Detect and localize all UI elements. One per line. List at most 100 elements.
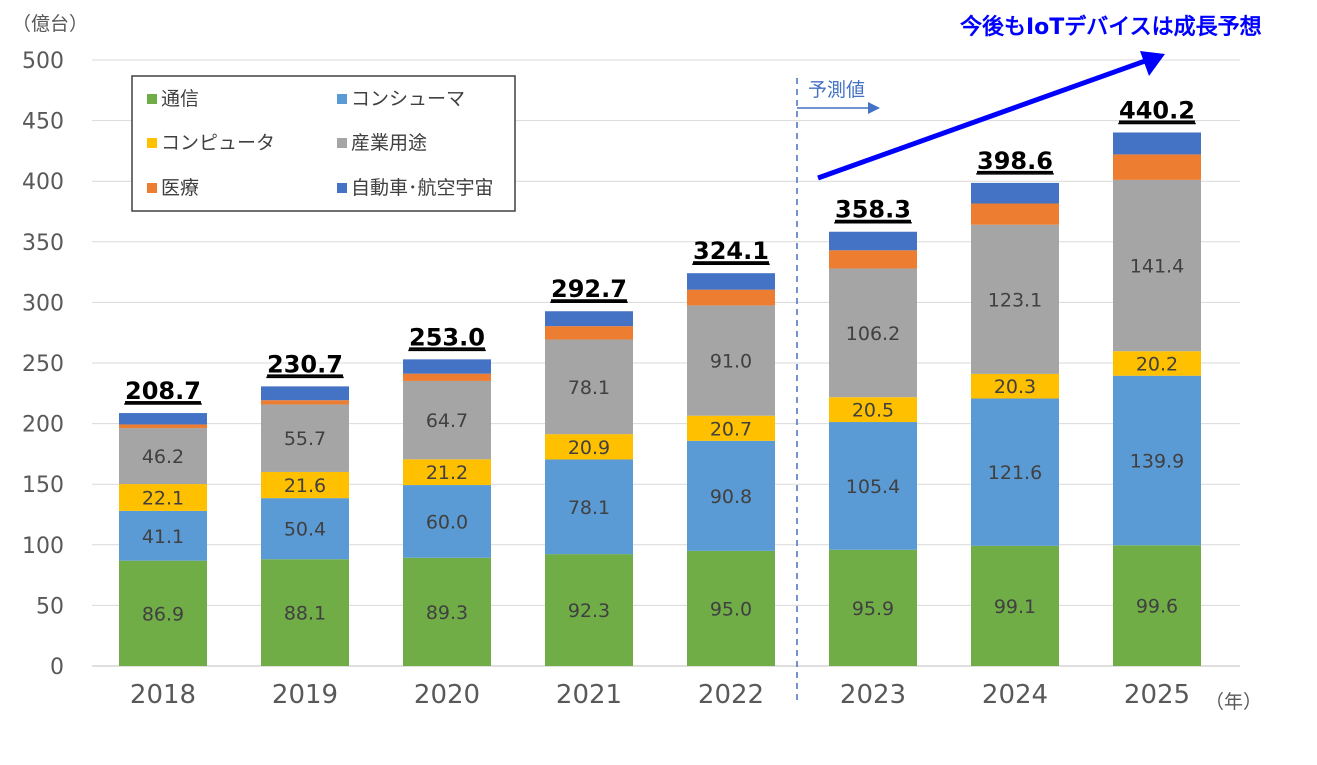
bar-segment [971,203,1059,225]
y-tick-label: 350 [22,231,64,256]
segment-value-label: 86.9 [142,603,184,625]
segment-value-label: 21.6 [284,475,326,497]
bar-total-label: 398.6 [977,147,1053,175]
bar-segment [261,404,349,472]
segment-value-label: 46.2 [142,446,184,468]
forecast-label: 予測値 [808,79,865,101]
trend-arrow [817,58,1146,181]
segment-value-label: 21.2 [426,462,468,484]
segment-value-label: 95.9 [852,598,894,620]
bar-segment [261,498,349,560]
y-tick-label: 200 [22,413,64,438]
y-tick-label: 150 [22,473,64,498]
y-tick-label: 0 [50,655,64,680]
segment-value-label: 50.4 [284,519,326,541]
bar-segment [687,305,775,416]
legend-label: コンピュータ [161,132,275,154]
bar-segment [1113,375,1201,546]
segment-value-label: 123.1 [988,289,1042,311]
bar-total-label: 230.7 [267,350,343,378]
forecast-arrow-head [868,102,880,114]
bar-segment [119,424,207,429]
bar-segment [403,557,491,666]
bar-segment [403,380,491,460]
bar-segment [687,440,775,551]
bar-segment [687,273,775,290]
bar-segment [261,559,349,666]
segment-value-label: 95.0 [710,598,752,620]
segment-value-label: 105.4 [846,476,900,498]
bar-segment [545,554,633,666]
bar-total-label: 292.7 [551,275,627,303]
bar-segment [119,484,207,511]
segment-value-label: 78.1 [568,377,610,399]
legend-label: 通信 [161,88,199,110]
segment-value-label: 89.3 [426,602,468,624]
bar-total-label: 440.2 [1119,96,1195,124]
bar-total-label: 358.3 [835,196,911,224]
legend-swatch [337,94,347,104]
bar-segment [545,326,633,340]
legend-label: 自動車･航空宇宙 [351,177,494,199]
bar-segment [971,373,1059,399]
segment-value-label: 20.9 [568,437,610,459]
bar-segment [829,250,917,269]
bar-segment [1113,132,1201,155]
bar-segment [829,422,917,550]
bar-segment [1113,351,1201,376]
bar-segment [403,459,491,486]
bar-segment [971,545,1059,666]
segment-value-label: 91.0 [710,351,752,373]
bar-segment [829,549,917,666]
bar-total-label: 253.0 [409,323,485,351]
bar-segment [119,428,207,485]
x-tick-label: 2023 [840,680,906,710]
segment-value-label: 92.3 [568,600,610,622]
segment-value-label: 106.2 [846,323,900,345]
bars [119,132,1201,666]
x-tick-label: 2021 [556,680,622,710]
bar-segment [545,459,633,555]
bar-segment [971,398,1059,546]
y-tick-label: 250 [22,352,64,377]
total-labels: 208.7 230.7 253.0 292.7 324.1 358.3 398.6 440.2 [124,96,1196,405]
bar-segment [403,485,491,558]
legend-swatch [147,183,157,193]
segment-value-label: 99.1 [994,596,1036,618]
legend-label: 医療 [161,177,199,199]
bar-segment [545,311,633,327]
segment-value-label: 20.3 [994,376,1036,398]
y-tick-label: 500 [22,49,64,74]
bar-segment [261,471,349,499]
y-axis-label: （億台） [12,13,88,35]
bar-segment [119,510,207,561]
segment-value-label: 22.1 [142,487,184,509]
bar-segment [1113,545,1201,666]
segment-value-label: 64.7 [426,410,468,432]
bar-segment [1113,154,1201,180]
bar-segment [119,560,207,666]
segment-value-label: 20.5 [852,400,894,422]
segment-value-label: 41.1 [142,526,184,548]
trend-label: 今後もIoTデバイスは成長予想 [960,14,1262,40]
bar-segment [687,415,775,441]
x-tick-label: 2022 [698,680,764,710]
bar-segment [687,550,775,666]
bar-segment [119,413,207,425]
segment-value-label: 139.9 [1130,451,1184,473]
legend-swatch [147,94,157,104]
bar-segment [261,400,349,405]
bar-total-label: 324.1 [693,237,769,265]
segment-value-label: 88.1 [284,603,326,625]
x-tick-label: 2018 [130,680,196,710]
bar-segment [261,386,349,401]
segment-value-label: 55.7 [284,428,326,450]
segment-value-label: 99.6 [1136,596,1178,618]
bar-segment [829,268,917,398]
legend-swatch [337,138,347,148]
bar-segment [545,434,633,460]
x-axis-label: （年） [1205,691,1262,713]
y-tick-label: 50 [36,594,64,619]
